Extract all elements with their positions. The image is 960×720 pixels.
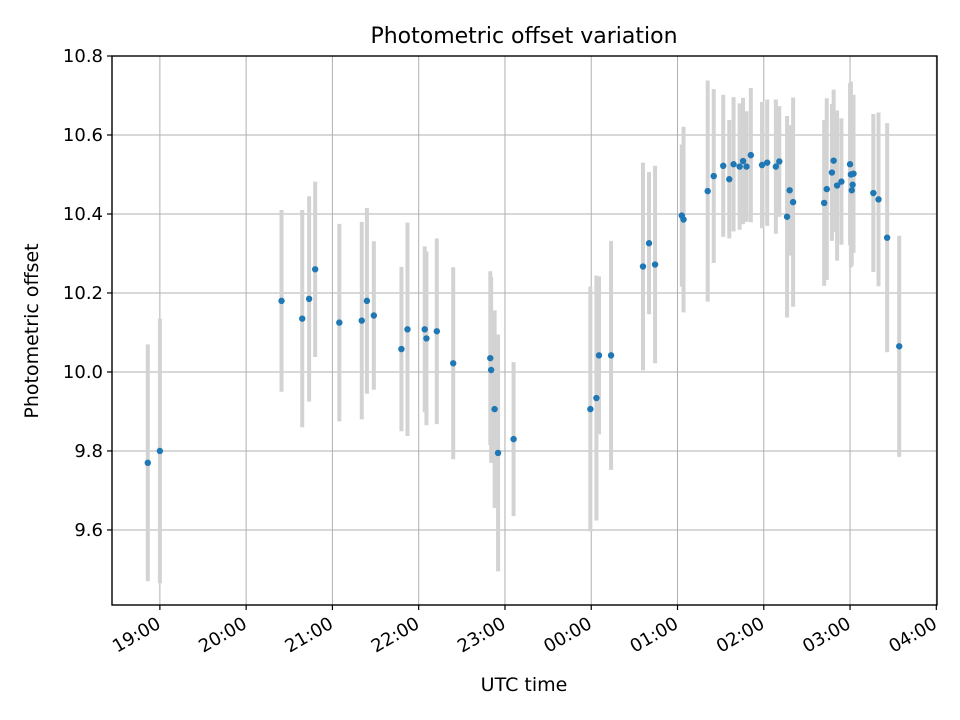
y-tick-label: 10.6 bbox=[63, 125, 103, 146]
plot-frame bbox=[111, 55, 938, 606]
data-point bbox=[299, 315, 306, 322]
data-point bbox=[772, 163, 780, 170]
data-point bbox=[423, 335, 430, 342]
y-tick-label: 10.4 bbox=[63, 204, 103, 225]
data-point bbox=[828, 169, 836, 176]
data-point bbox=[838, 178, 845, 185]
data-point bbox=[494, 449, 502, 457]
data-point bbox=[156, 447, 164, 455]
data-point bbox=[875, 196, 882, 203]
data-point bbox=[595, 352, 603, 359]
data-point bbox=[710, 172, 717, 180]
data-point bbox=[743, 163, 750, 170]
data-point bbox=[370, 312, 378, 319]
data-point bbox=[820, 199, 828, 207]
data-point bbox=[593, 394, 600, 402]
data-point bbox=[846, 161, 854, 168]
data-point bbox=[645, 240, 653, 247]
data-point bbox=[848, 187, 855, 194]
data-point bbox=[336, 319, 343, 326]
data-point bbox=[311, 266, 319, 273]
data-point bbox=[896, 343, 903, 350]
data-point bbox=[726, 176, 733, 183]
data-point bbox=[776, 158, 783, 165]
data-point bbox=[736, 163, 743, 170]
data-point bbox=[363, 297, 371, 305]
data-point bbox=[783, 213, 791, 220]
data-point bbox=[433, 328, 441, 335]
data-point bbox=[739, 157, 747, 165]
data-point bbox=[404, 326, 411, 333]
data-point bbox=[680, 216, 687, 223]
data-point bbox=[764, 159, 771, 166]
data-point bbox=[639, 263, 647, 270]
data-point bbox=[747, 151, 755, 159]
data-point bbox=[823, 185, 830, 193]
data-point bbox=[358, 317, 365, 324]
data-point bbox=[704, 187, 711, 195]
y-axis-label: Photometric offset bbox=[21, 243, 43, 418]
chart-title: Photometric offset variation bbox=[370, 24, 677, 49]
data-point bbox=[510, 435, 517, 443]
data-point bbox=[449, 360, 457, 367]
data-points bbox=[144, 151, 903, 467]
data-point bbox=[305, 295, 313, 303]
data-point bbox=[850, 170, 857, 177]
data-point bbox=[587, 405, 594, 413]
data-point bbox=[491, 405, 498, 413]
data-point bbox=[398, 345, 405, 353]
data-point bbox=[849, 181, 856, 188]
y-tick-label: 10.0 bbox=[63, 362, 103, 383]
y-tick-label: 9.8 bbox=[74, 441, 103, 462]
data-point bbox=[883, 234, 891, 241]
y-tick-label: 10.8 bbox=[63, 46, 103, 67]
data-point bbox=[651, 261, 659, 268]
data-point bbox=[144, 459, 152, 467]
data-point bbox=[607, 352, 615, 359]
data-point bbox=[487, 354, 494, 362]
y-tick-label: 10.2 bbox=[63, 283, 103, 304]
data-point bbox=[870, 189, 877, 197]
data-point bbox=[720, 162, 727, 169]
data-point bbox=[421, 326, 428, 333]
data-point bbox=[830, 157, 837, 164]
data-point bbox=[758, 161, 766, 169]
data-point bbox=[833, 182, 841, 189]
x-axis-label: UTC time bbox=[481, 674, 568, 696]
data-point bbox=[487, 366, 495, 374]
data-point bbox=[278, 297, 285, 305]
data-point bbox=[786, 187, 793, 194]
y-tick-label: 9.6 bbox=[74, 520, 103, 541]
data-point bbox=[730, 161, 737, 168]
y-axis-ticks: 9.6 9.8 10.0 10.2 10.4 10.6 10.8 bbox=[63, 46, 112, 541]
data-point bbox=[789, 198, 797, 206]
